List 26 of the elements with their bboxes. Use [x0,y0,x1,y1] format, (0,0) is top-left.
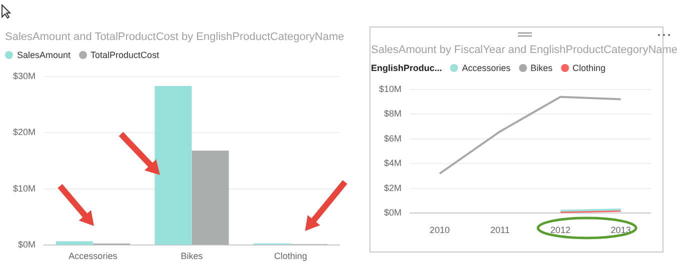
y-tick-label: $4M [384,158,402,168]
legend-label: Clothing [572,62,606,72]
x-tick-label: Clothing [274,251,308,262]
y-tick-label: $8M [384,108,402,119]
y-tick-label: $20M [13,127,36,138]
legend-label: SalesAmount [17,50,71,60]
x-tick-label: 2010 [430,225,450,236]
bar [192,150,229,245]
y-tick-label: $10M [379,84,402,94]
y-tick-label: $2M [384,182,402,193]
y-tick-label: $10M [13,183,36,194]
x-tick-label: 2011 [490,225,510,236]
x-tick-label: 2012 [550,225,570,236]
legend-label: Accessories [462,62,511,72]
y-tick-label: $0M [384,208,402,218]
chart-title: SalesAmount by FiscalYear and EnglishProductCategoryName [371,43,678,58]
y-tick-label: $6M [384,133,402,144]
x-tick-label: Accessories [68,251,118,262]
x-tick-label: Bikes [180,251,204,262]
legend-label: TotalProductCost [90,50,160,60]
y-tick-label: $30M [13,70,36,81]
chart-title: SalesAmount and TotalProductCost by EnglishProductCategoryName [5,30,346,45]
legend-label: Bikes [530,62,553,72]
y-tick-label: $0M [18,240,36,250]
bar [154,86,192,245]
legend-title: EnglishProduc... [371,62,442,72]
